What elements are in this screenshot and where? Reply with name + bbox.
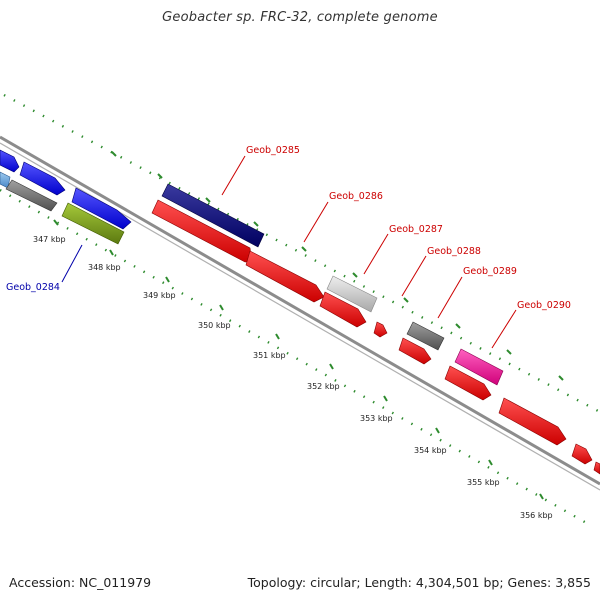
gene-arrow-geob-0287[interactable] <box>326 275 378 313</box>
gene-arrow[interactable] <box>593 461 600 475</box>
kbp-label: 351 kbp <box>253 351 286 360</box>
kbp-label: 348 kbp <box>88 263 121 272</box>
gene-label-geob-0287[interactable]: Geob_0287 <box>389 224 443 235</box>
gene-arrow[interactable] <box>498 397 567 446</box>
gene-label-geob-0285[interactable]: Geob_0285 <box>246 145 300 156</box>
kbp-label: 353 kbp <box>360 414 393 423</box>
kbp-labels: 347 kbp 348 kbp 349 kbp 350 kbp 351 kbp … <box>33 235 553 520</box>
gene-label-geob-0286[interactable]: Geob_0286 <box>329 191 383 202</box>
gene-arrow[interactable] <box>5 179 58 212</box>
reverse-strand-genes <box>151 199 600 475</box>
gene-label-geob-0290[interactable]: Geob_0290 <box>517 300 571 311</box>
gene-label-geob-0284[interactable]: Geob_0284 <box>6 282 60 293</box>
left-side-genes <box>0 171 125 245</box>
kbp-label: 354 kbp <box>414 446 447 455</box>
genome-summary-text: Topology: circular; Length: 4,304,501 bp… <box>247 575 591 590</box>
outer-tick-ring <box>3 93 600 414</box>
gene-arrow-geob-0290[interactable] <box>454 348 504 386</box>
page-title: Geobacter sp. FRC-32, complete genome <box>162 10 438 25</box>
gene-arrow[interactable] <box>398 337 432 365</box>
genome-backbone <box>0 135 600 491</box>
gene-label-geob-0289[interactable]: Geob_0289 <box>463 266 517 277</box>
kbp-label: 356 kbp <box>520 511 553 520</box>
gene-labels: Geob_0285 Geob_0286 Geob_0287 Geob_0288 … <box>6 145 571 311</box>
gene-arrow[interactable] <box>19 161 66 196</box>
gene-label-geob-0288[interactable]: Geob_0288 <box>427 246 481 257</box>
gene-arrow-geob-0284[interactable] <box>61 202 125 245</box>
accession-text: Accession: NC_011979 <box>9 575 152 590</box>
inner-tick-ring <box>0 188 591 527</box>
kbp-label: 350 kbp <box>198 321 231 330</box>
forward-strand-genes <box>0 149 504 386</box>
label-leaders <box>61 155 517 349</box>
kbp-label: 352 kbp <box>307 382 340 391</box>
kbp-label: 347 kbp <box>33 235 66 244</box>
gene-arrow-geob-0289[interactable] <box>406 321 445 351</box>
gene-arrow[interactable] <box>319 291 367 328</box>
kbp-label: 349 kbp <box>143 291 176 300</box>
gene-arrow[interactable] <box>444 365 492 401</box>
gene-arrow-geob-0286[interactable] <box>245 250 325 303</box>
gene-arrow[interactable] <box>0 149 20 173</box>
gene-arrow[interactable] <box>71 187 132 230</box>
gene-arrow-geob-0288[interactable] <box>373 321 388 338</box>
kbp-label: 355 kbp <box>467 478 500 487</box>
gene-arrow-geob-0285[interactable] <box>161 183 265 248</box>
gene-arrow[interactable] <box>571 443 593 465</box>
